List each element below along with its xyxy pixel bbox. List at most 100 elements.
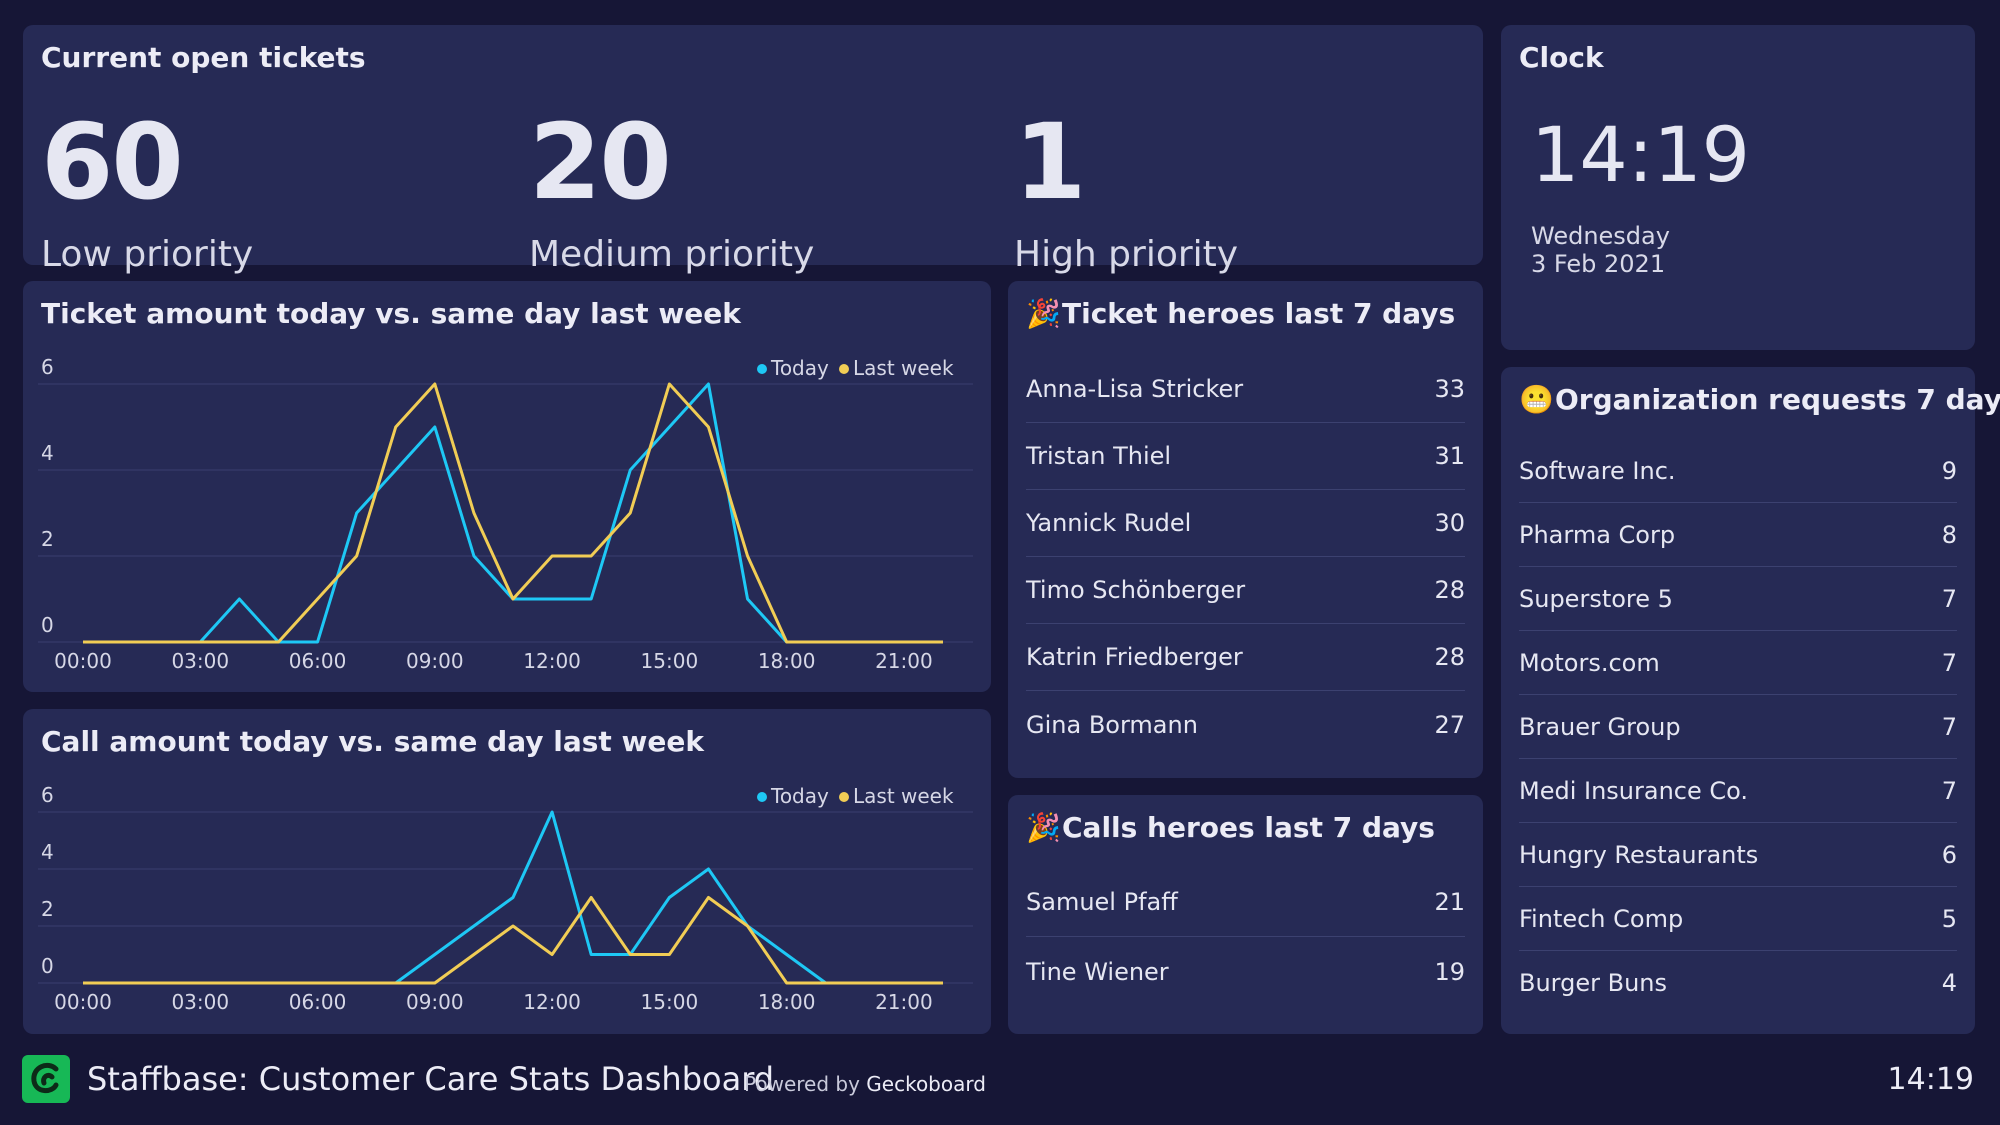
list-item: Anna-Lisa Stricker 33 — [1026, 356, 1465, 423]
calls-heroes-list: Samuel Pfaff 21 Tine Wiener 19 — [1026, 867, 1465, 1007]
y-tick-label: 2 — [41, 527, 54, 551]
list-item-name: Motors.com — [1519, 648, 1660, 677]
legend-swatch — [757, 792, 767, 802]
org-requests-panel: 😬Organization requests 7 days Software I… — [1501, 367, 2000, 1034]
y-tick-label: 6 — [41, 783, 54, 807]
low-priority-stat: 60 Low priority — [41, 110, 253, 275]
legend-swatch — [839, 792, 849, 802]
party-popper-icon: 🎉 — [1026, 297, 1061, 330]
series-line-last-week — [83, 382, 943, 644]
legend-swatch — [757, 364, 767, 374]
call-chart-panel: Call amount today vs. same day last week… — [23, 709, 991, 1034]
call-line-chart: 0 2 4 6 00:00 03:00 06:00 09:00 12:00 15:00 18:00 2… — [38, 783, 973, 1014]
list-item: Motors.com 7 — [1519, 631, 1957, 695]
list-item: Brauer Group 7 — [1519, 695, 1957, 759]
list-item-count: 7 — [1941, 648, 1957, 677]
clock-date: Wednesday 3 Feb 2021 — [1531, 222, 1670, 278]
list-item: Fintech Comp 5 — [1519, 887, 1957, 951]
y-tick-label: 2 — [41, 897, 54, 921]
list-item: Samuel Pfaff 21 — [1026, 867, 1465, 937]
x-tick-label: 12:00 — [523, 649, 581, 673]
y-tick-label: 0 — [41, 613, 54, 637]
y-tick-label: 4 — [41, 441, 54, 465]
list-item: Yannick Rudel 30 — [1026, 490, 1465, 557]
list-item-name: Pharma Corp — [1519, 520, 1676, 549]
list-item-count: 21 — [1434, 887, 1465, 916]
powered-by: Powered by Geckoboard — [744, 1072, 986, 1096]
list-item-name: Superstore 5 — [1519, 584, 1673, 613]
clock-time: 14:19 — [1531, 110, 1751, 199]
clock-weekday: Wednesday — [1531, 222, 1670, 250]
clock-full-date: 3 Feb 2021 — [1531, 249, 1666, 278]
x-tick-label: 09:00 — [406, 649, 464, 673]
chart-legend: Today Last week — [757, 784, 954, 808]
calls-heroes-panel: 🎉Calls heroes last 7 days Samuel Pfaff 21… — [1008, 795, 1483, 1034]
x-tick-label: 21:00 — [875, 990, 933, 1014]
powered-by-prefix: Powered by — [744, 1072, 860, 1096]
call-chart-title: Call amount today vs. same day last week — [41, 725, 705, 758]
list-item-name: Burger Buns — [1519, 969, 1668, 997]
x-tick-label: 06:00 — [289, 649, 347, 673]
x-tick-label: 00:00 — [54, 649, 112, 673]
list-item-name: Samuel Pfaff — [1026, 887, 1178, 916]
list-item-count: 4 — [1941, 969, 1957, 997]
legend-label: Last week — [853, 784, 954, 808]
list-item-name: Fintech Comp — [1519, 904, 1684, 933]
list-item-name: Gina Bormann — [1026, 710, 1198, 739]
medium-priority-stat: 20 Medium priority — [529, 110, 814, 275]
x-tick-label: 18:00 — [758, 649, 816, 673]
ticket-heroes-title-text: Ticket heroes last 7 days — [1062, 297, 1456, 330]
list-item-count: 5 — [1941, 904, 1957, 933]
geckoboard-brand: Geckoboard — [866, 1072, 986, 1096]
list-item-count: 33 — [1434, 375, 1465, 403]
list-item: Pharma Corp 8 — [1519, 503, 1957, 567]
medium-priority-value: 20 — [529, 101, 672, 223]
list-item: Hungry Restaurants 6 — [1519, 823, 1957, 887]
x-tick-label: 15:00 — [641, 649, 699, 673]
list-item: Medi Insurance Co. 7 — [1519, 759, 1957, 823]
list-item-count: 30 — [1434, 509, 1465, 537]
x-tick-label: 21:00 — [875, 649, 933, 673]
list-item: Tine Wiener 19 — [1026, 937, 1465, 1007]
list-item-count: 9 — [1941, 456, 1957, 485]
ticket-chart-panel: Ticket amount today vs. same day last we… — [23, 281, 991, 692]
list-item-count: 28 — [1434, 643, 1465, 671]
list-item-count: 31 — [1434, 442, 1465, 470]
x-tick-label: 00:00 — [54, 990, 112, 1014]
high-priority-label: High priority — [1014, 234, 1239, 275]
list-item-name: Software Inc. — [1519, 456, 1676, 485]
x-tick-label: 12:00 — [523, 990, 581, 1014]
ticket-chart-title: Ticket amount today vs. same day last we… — [41, 297, 741, 330]
series-line-today — [83, 810, 943, 985]
list-item-name: Medi Insurance Co. — [1519, 776, 1749, 805]
list-item: Timo Schönberger 28 — [1026, 557, 1465, 624]
legend-label: Today — [770, 784, 829, 808]
legend-label: Today — [770, 356, 829, 380]
clock-title: Clock — [1519, 41, 1604, 74]
list-item: Katrin Friedberger 28 — [1026, 624, 1465, 691]
staffbase-logo-icon — [22, 1055, 70, 1103]
list-item-name: Hungry Restaurants — [1519, 840, 1759, 869]
low-priority-value: 60 — [41, 101, 184, 223]
dashboard-title: Staffbase: Customer Care Stats Dashboard — [87, 1060, 775, 1098]
grimacing-face-icon: 😬 — [1519, 383, 1554, 416]
x-tick-label: 15:00 — [641, 990, 699, 1014]
series-line-last-week — [83, 896, 943, 985]
legend-swatch — [839, 364, 849, 374]
high-priority-value: 1 — [1014, 101, 1086, 223]
ticket-line-chart: 0 2 4 6 00:00 03:00 06:00 09:00 12:00 15:00 18:00 2… — [38, 355, 973, 673]
ticket-heroes-title: 🎉Ticket heroes last 7 days — [1026, 297, 1455, 330]
list-item-name: Yannick Rudel — [1026, 509, 1192, 537]
list-item-name: Tine Wiener — [1026, 958, 1169, 986]
footer-clock: 14:19 — [1887, 1062, 1974, 1097]
list-item: Software Inc. 9 — [1519, 439, 1957, 503]
list-item: Burger Buns 4 — [1519, 951, 1957, 1015]
calls-heroes-title: 🎉Calls heroes last 7 days — [1026, 811, 1435, 844]
list-item-name: Tristan Thiel — [1026, 442, 1172, 470]
list-item-count: 7 — [1941, 776, 1957, 805]
list-item: Gina Bormann 27 — [1026, 691, 1465, 758]
x-tick-label: 09:00 — [406, 990, 464, 1014]
series-line-today — [83, 382, 943, 644]
list-item: Tristan Thiel 31 — [1026, 423, 1465, 490]
